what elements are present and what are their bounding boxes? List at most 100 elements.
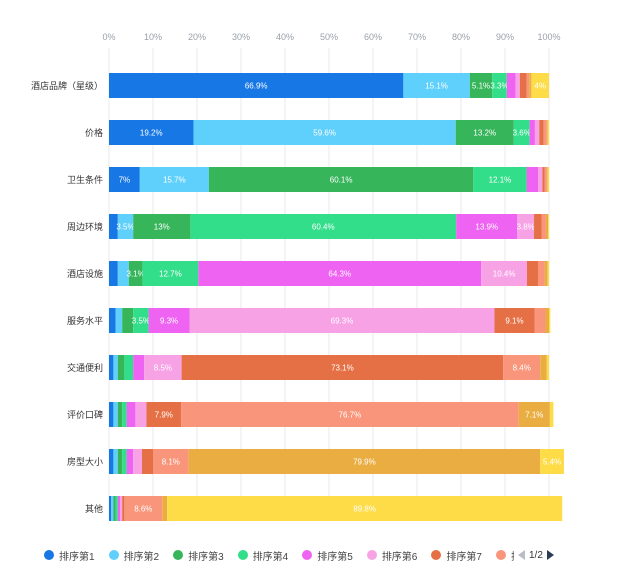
- data-label: 3.5%: [132, 317, 150, 326]
- bar-segment: [539, 120, 544, 145]
- bar-segment: [109, 402, 114, 427]
- bar-segment: [109, 214, 118, 239]
- data-label: 76.7%: [339, 411, 362, 420]
- bar-segment: [133, 214, 191, 239]
- bar-segment: [515, 73, 520, 98]
- legend-label: 排序第6: [381, 551, 418, 563]
- bar-segment: [534, 214, 542, 239]
- bar-segment: [547, 167, 549, 192]
- data-label: 15.1%: [425, 82, 448, 91]
- bar-segment: [190, 214, 457, 239]
- bar-segment: [167, 496, 563, 521]
- legend-item[interactable]: 排序第1: [44, 548, 95, 563]
- bar-segment: [469, 73, 493, 98]
- bar-segment: [538, 261, 545, 286]
- legend-item[interactable]: 排序第5: [302, 548, 353, 563]
- bar-segment: [519, 73, 527, 98]
- category-label: 价格: [85, 127, 103, 138]
- next-page-icon[interactable]: [546, 550, 554, 560]
- data-label: 7.9%: [155, 411, 173, 420]
- bar-segment: [122, 449, 127, 474]
- prev-page-icon[interactable]: [518, 550, 525, 560]
- bar-segment: [492, 73, 507, 98]
- legend-items: 排序第1 排序第2 排序第3 排序第4 排序第5 排序第6 排序第7 排序第8: [44, 548, 514, 563]
- bar-segment: [109, 308, 116, 333]
- bar-segment: [124, 496, 163, 521]
- legend-swatch-icon: [366, 550, 377, 560]
- data-label: 60.1%: [330, 176, 353, 185]
- data-label: 5.4%: [543, 458, 561, 467]
- legend-swatch-icon: [108, 550, 119, 560]
- legend-item[interactable]: 排序第2: [108, 548, 160, 563]
- bar-segment: [546, 167, 548, 192]
- bar-segment: [126, 402, 136, 427]
- data-label: 73.1%: [331, 364, 354, 373]
- legend-item[interactable]: 排序第8: [495, 548, 514, 563]
- category-label: 评价口碑: [67, 409, 103, 420]
- data-label: 7%: [119, 176, 131, 185]
- bar-segment: [543, 120, 547, 145]
- bar-segment: [473, 167, 527, 192]
- bar-segment: [124, 355, 134, 380]
- data-label: 59.6%: [313, 129, 336, 138]
- x-tick-label: 30%: [232, 32, 250, 42]
- category-label: 酒店设施: [67, 268, 103, 279]
- bar-segment: [546, 120, 548, 145]
- x-tick-label: 20%: [188, 32, 206, 42]
- bar-segment: [188, 449, 541, 474]
- data-label: 8.4%: [513, 364, 531, 373]
- data-label: 4%: [534, 82, 546, 91]
- x-tick-label: 80%: [452, 32, 470, 42]
- bar-segment: [526, 167, 538, 192]
- bar-segment: [115, 496, 118, 521]
- legend-swatch-icon: [44, 550, 54, 560]
- legend-item[interactable]: 排序第4: [237, 548, 288, 563]
- data-label: 3.8%: [517, 223, 535, 232]
- data-label: 66.9%: [245, 82, 268, 91]
- bar-segment: [481, 261, 527, 286]
- bar-segment: [113, 496, 116, 521]
- bar-segment: [181, 355, 504, 380]
- bar-segment: [546, 355, 549, 380]
- bar-segment: [544, 167, 547, 192]
- x-tick-label: 60%: [364, 32, 382, 42]
- bar-segment: [517, 214, 535, 239]
- bar-segment: [117, 496, 120, 521]
- data-label: 10.4%: [493, 270, 516, 279]
- legend-swatch-icon: [173, 550, 184, 560]
- legend-item[interactable]: 排序第7: [431, 548, 482, 563]
- category-label: 房型大小: [67, 456, 103, 467]
- bar-segment: [198, 261, 482, 286]
- data-label: 13.9%: [475, 223, 498, 232]
- data-label: 69.3%: [331, 317, 354, 326]
- bar-segment: [547, 120, 549, 145]
- legend-swatch-icon: [431, 550, 442, 560]
- x-tick-label: 100%: [537, 32, 560, 42]
- bar-segment: [144, 355, 182, 380]
- category-label: 交通便利: [67, 362, 103, 373]
- bar-segment: [133, 308, 149, 333]
- data-label: 12.1%: [489, 176, 512, 185]
- legend-page-indicator: 1/2: [529, 549, 543, 561]
- bar-segment: [120, 496, 123, 521]
- legend-label: 排序第2: [123, 551, 160, 563]
- bar-segment: [126, 449, 134, 474]
- category-label: 酒店品牌（星级）: [31, 80, 103, 91]
- bar-segment: [109, 449, 114, 474]
- data-label: 19.2%: [140, 129, 163, 138]
- x-tick-label: 0%: [102, 32, 115, 42]
- data-label: 64.3%: [328, 270, 351, 279]
- bar-segment: [133, 355, 145, 380]
- bar-segment: [113, 449, 118, 474]
- bar-segment: [117, 261, 129, 286]
- legend-item[interactable]: 排序第6: [366, 548, 418, 563]
- bar-segment: [494, 308, 535, 333]
- bar-segment: [148, 308, 190, 333]
- legend-item[interactable]: 排序第3: [173, 548, 224, 563]
- bar-segment: [122, 402, 127, 427]
- bar-segment: [534, 120, 540, 145]
- bar-segment: [122, 496, 125, 521]
- x-tick-label: 90%: [496, 32, 514, 42]
- bar-segment: [527, 261, 538, 286]
